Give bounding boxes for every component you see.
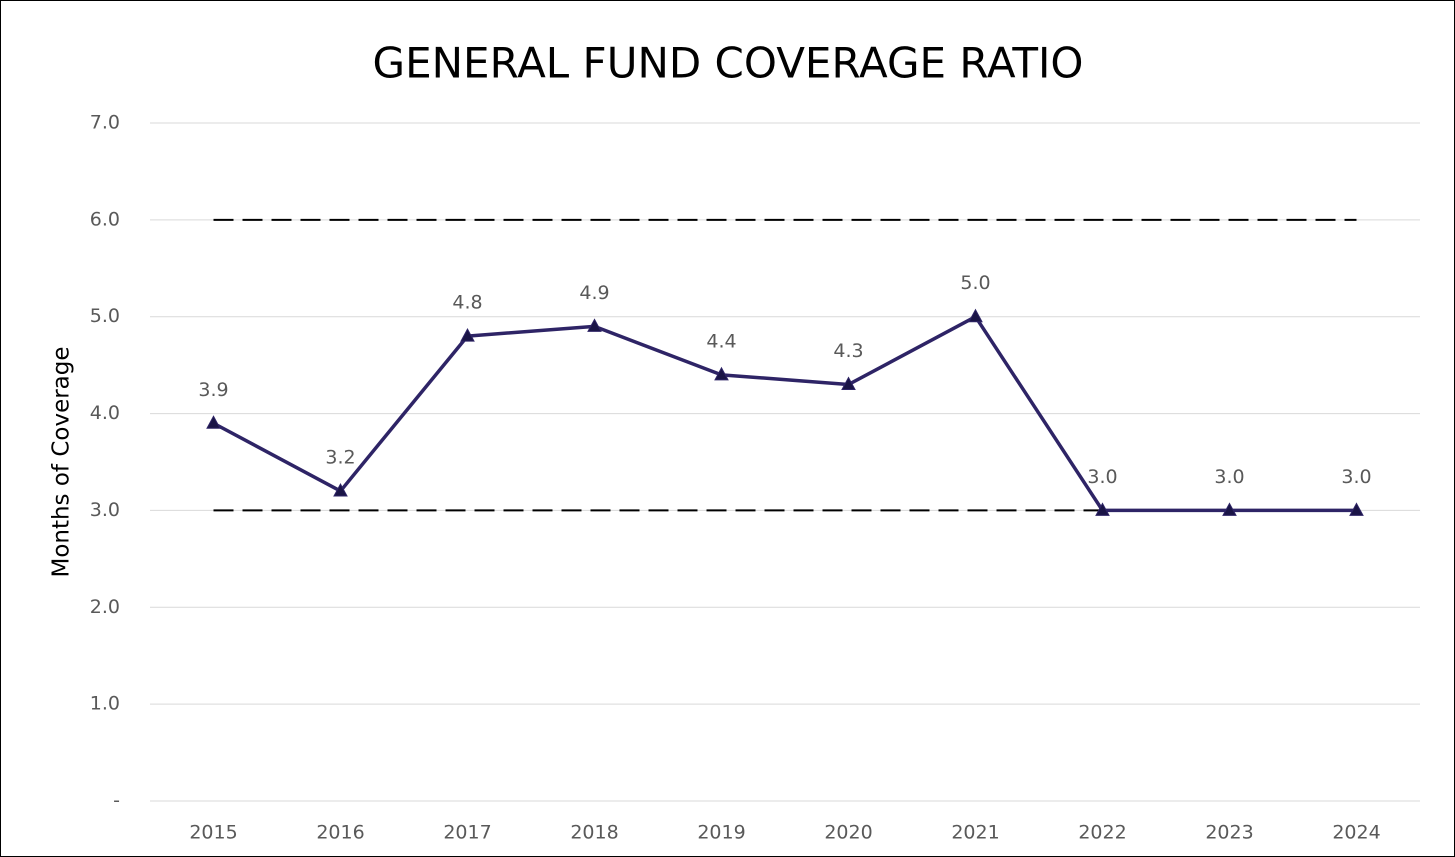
data-label: 4.8 — [452, 292, 482, 314]
data-label: 4.3 — [833, 340, 863, 362]
x-tick-label: 2019 — [697, 822, 745, 844]
data-point — [714, 366, 729, 381]
data-point — [1349, 502, 1364, 516]
data-label: 5.0 — [960, 272, 990, 294]
data-point — [587, 318, 602, 332]
y-tick-label: 5.0 — [90, 305, 120, 327]
data-label: 3.9 — [198, 379, 228, 401]
data-point — [841, 376, 856, 391]
y-tick-label: - — [113, 790, 120, 812]
data-label: 3.0 — [1341, 466, 1371, 488]
x-tick-label: 2015 — [189, 822, 237, 844]
y-tick-label: 2.0 — [90, 596, 120, 618]
y-tick-label: 3.0 — [90, 499, 120, 521]
data-label: 3.0 — [1087, 466, 1117, 488]
data-point — [333, 483, 348, 497]
x-tick-label: 2022 — [1078, 822, 1126, 844]
x-tick-label: 2021 — [951, 822, 999, 844]
y-tick-label: 4.0 — [90, 402, 120, 424]
data-point — [968, 308, 983, 323]
data-point — [1095, 502, 1110, 516]
data-point — [206, 415, 221, 429]
x-tick-label: 2016 — [316, 822, 364, 844]
x-tick-label: 2017 — [443, 822, 491, 844]
x-tick-label: 2018 — [570, 822, 618, 844]
y-tick-label: 7.0 — [90, 112, 120, 134]
y-axis-label: Months of Coverage — [49, 346, 75, 577]
data-point — [1222, 502, 1237, 516]
data-label: 3.0 — [1214, 466, 1244, 488]
data-label: 3.2 — [325, 447, 355, 469]
x-tick-label: 2020 — [824, 822, 872, 844]
data-label: 4.4 — [706, 330, 736, 352]
y-tick-label: 1.0 — [90, 693, 120, 715]
x-tick-label: 2024 — [1332, 822, 1380, 844]
y-tick-label: 6.0 — [90, 208, 120, 230]
chart-title: GENERAL FUND COVERAGE RATIO — [373, 39, 1084, 88]
data-point — [460, 328, 475, 342]
data-label: 4.9 — [579, 282, 609, 304]
data-line — [212, 314, 1357, 513]
x-tick-label: 2023 — [1205, 822, 1253, 844]
